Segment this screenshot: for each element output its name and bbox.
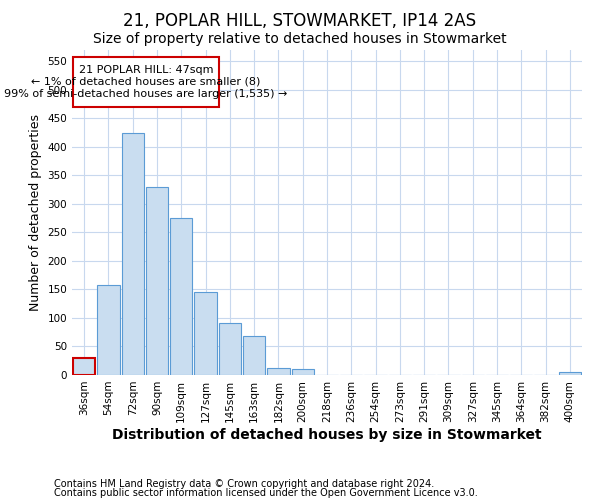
Bar [170, 218, 193, 375]
Bar [292, 368, 314, 375]
Text: 21 POPLAR HILL: 47sqm
← 1% of detached houses are smaller (8)
99% of semi-detach: 21 POPLAR HILL: 47sqm ← 1% of detached h… [4, 66, 288, 98]
Bar [194, 292, 217, 375]
Bar [267, 368, 290, 375]
Bar [122, 132, 144, 375]
X-axis label: Distribution of detached houses by size in Stowmarket: Distribution of detached houses by size … [112, 428, 542, 442]
Bar [146, 187, 168, 375]
Bar [73, 358, 95, 375]
Bar [559, 372, 581, 375]
Bar [97, 286, 119, 375]
Bar [218, 323, 241, 375]
Text: Contains HM Land Registry data © Crown copyright and database right 2024.: Contains HM Land Registry data © Crown c… [54, 479, 434, 489]
Text: 21, POPLAR HILL, STOWMARKET, IP14 2AS: 21, POPLAR HILL, STOWMARKET, IP14 2AS [124, 12, 476, 30]
Bar [243, 336, 265, 375]
Text: Size of property relative to detached houses in Stowmarket: Size of property relative to detached ho… [93, 32, 507, 46]
Y-axis label: Number of detached properties: Number of detached properties [29, 114, 42, 311]
Text: Contains public sector information licensed under the Open Government Licence v3: Contains public sector information licen… [54, 488, 478, 498]
FancyBboxPatch shape [73, 57, 219, 107]
